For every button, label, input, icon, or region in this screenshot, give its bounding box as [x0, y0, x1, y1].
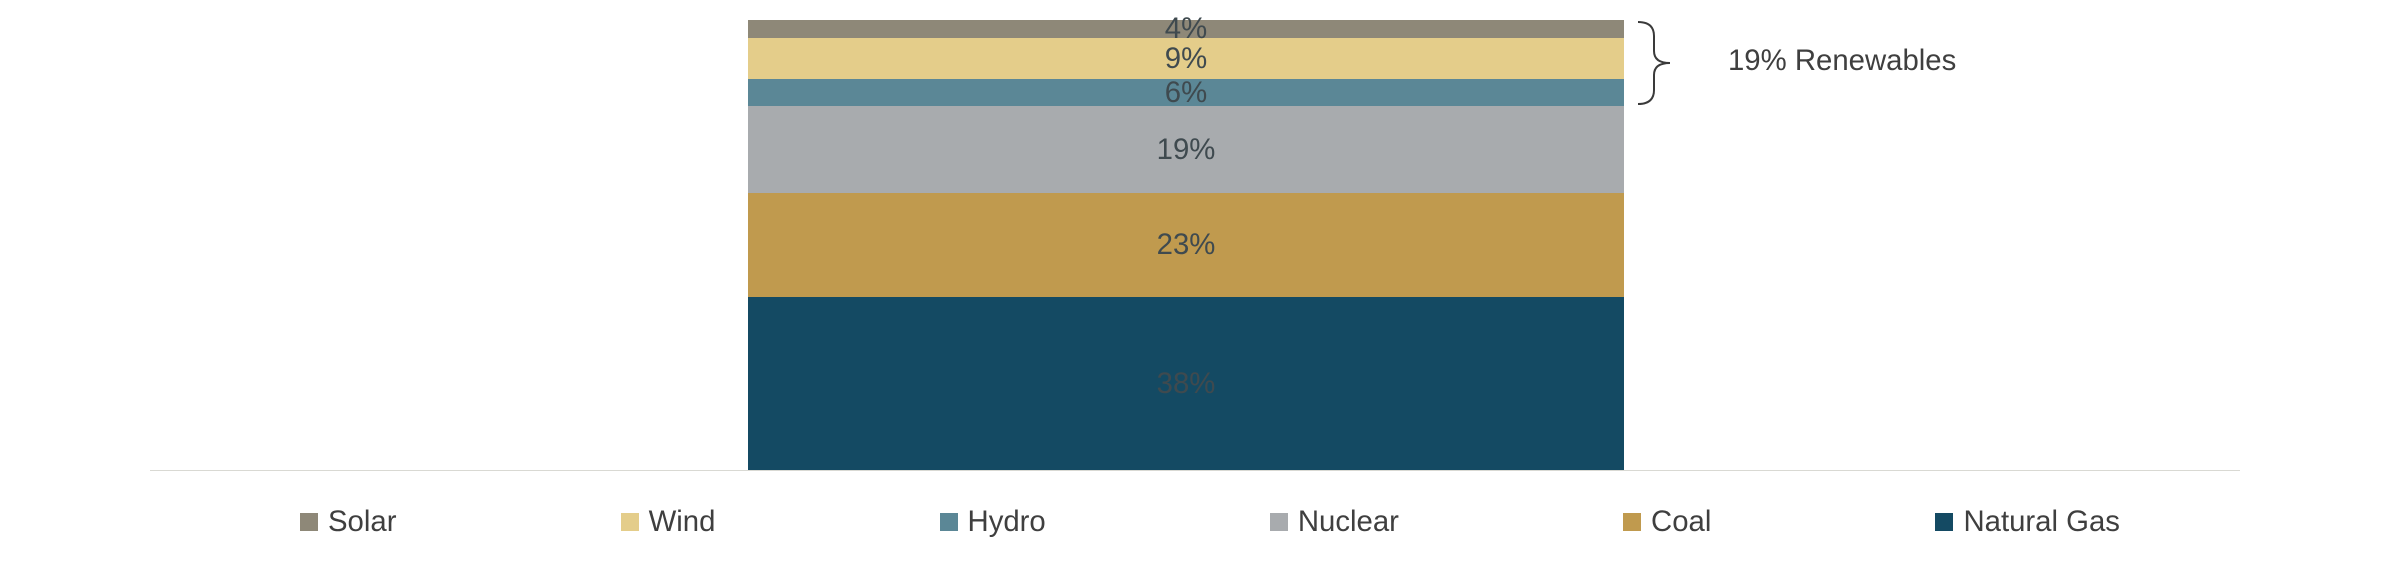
- segment-hydro: 6%: [748, 79, 1624, 106]
- segment-label-natural_gas: 38%: [1157, 369, 1216, 398]
- segment-label-coal: 23%: [1157, 230, 1216, 259]
- renewables-brace-icon: [1634, 20, 1674, 106]
- segment-label-nuclear: 19%: [1157, 135, 1216, 164]
- legend-item-solar: Solar: [300, 505, 396, 539]
- chart-canvas: 38%23%19%6%9%4% 19% Renewables SolarWind…: [0, 0, 2390, 561]
- legend-swatch-nuclear: [1270, 513, 1288, 531]
- legend-item-coal: Coal: [1623, 505, 1711, 539]
- legend-label-hydro: Hydro: [968, 505, 1046, 539]
- legend-swatch-natural_gas: [1935, 513, 1953, 531]
- legend-swatch-hydro: [940, 513, 958, 531]
- segment-solar: 4%: [748, 20, 1624, 38]
- legend-swatch-wind: [621, 513, 639, 531]
- legend-item-wind: Wind: [621, 505, 716, 539]
- legend: Solar Wind Hydro Nuclear Coal Natural Gas: [300, 505, 2120, 539]
- renewables-annotation: 19% Renewables: [1728, 44, 1956, 78]
- legend-label-nuclear: Nuclear: [1298, 505, 1399, 539]
- legend-item-natural_gas: Natural Gas: [1935, 505, 2119, 539]
- stacked-bar: 38% 23% 19% 6% 9% 4%: [748, 20, 1624, 470]
- legend-label-coal: Coal: [1651, 505, 1711, 539]
- legend-item-nuclear: Nuclear: [1270, 505, 1399, 539]
- x-axis-line: [150, 470, 2240, 471]
- segment-label-solar: 4%: [1165, 14, 1207, 43]
- segment-nuclear: 19%: [748, 106, 1624, 192]
- legend-item-hydro: Hydro: [940, 505, 1046, 539]
- legend-swatch-solar: [300, 513, 318, 531]
- legend-label-natural_gas: Natural Gas: [1963, 505, 2119, 539]
- segment-label-hydro: 6%: [1165, 78, 1207, 107]
- legend-label-wind: Wind: [649, 505, 716, 539]
- segment-coal: 23%: [748, 193, 1624, 298]
- legend-label-solar: Solar: [328, 505, 396, 539]
- legend-swatch-coal: [1623, 513, 1641, 531]
- segment-label-wind: 9%: [1165, 44, 1207, 73]
- segment-natural_gas: 38%: [748, 297, 1624, 470]
